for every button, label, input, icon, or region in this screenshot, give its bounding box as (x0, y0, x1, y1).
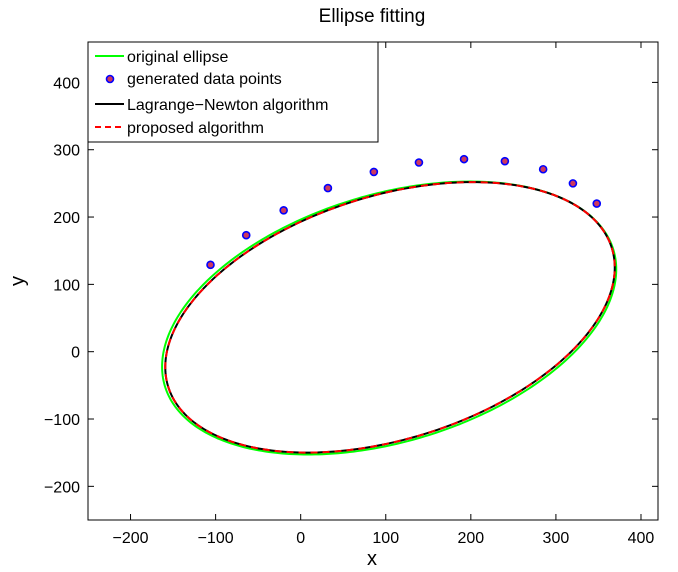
y-axis-label: y (7, 276, 29, 286)
legend: original ellipse generated data points L… (87, 41, 379, 143)
y-tick-label: 0 (71, 345, 80, 362)
x-tick-label: 400 (628, 530, 655, 547)
data-point (369, 167, 379, 177)
x-tick-label: 200 (457, 530, 484, 547)
legend-label-proposed-algorithm: proposed algorithm (127, 120, 264, 137)
x-tick-label: 300 (543, 530, 570, 547)
legend-label-generated-data-points: generated data points (127, 71, 282, 88)
data-point (206, 260, 215, 270)
y-tick-label: 200 (53, 210, 80, 227)
x-axis-label: x (367, 548, 377, 570)
legend-swatch-generated-data-points (105, 74, 115, 84)
y-tick-label: 300 (53, 143, 80, 160)
y-tick-label: 100 (53, 277, 80, 294)
chart-title: Ellipse fitting (319, 6, 426, 27)
series-layer (161, 154, 618, 456)
data-point (241, 230, 251, 240)
data-point (459, 154, 469, 164)
data-point (279, 206, 288, 215)
data-point (592, 199, 602, 208)
data-point (500, 156, 510, 166)
legend-label-original-ellipse: original ellipse (127, 49, 228, 66)
legend-label-lagrange-newton: Lagrange−Newton algorithm (127, 97, 328, 114)
data-point (538, 164, 548, 174)
x-tick-label: −200 (113, 530, 149, 547)
y-tick-label: −100 (44, 412, 80, 429)
x-axis: −200 −100 0 100 200 300 400 (113, 42, 655, 547)
y-tick-label: 400 (53, 75, 80, 92)
series-proposed-algorithm (164, 181, 616, 454)
x-tick-label: 0 (296, 530, 305, 547)
x-tick-label: −100 (198, 530, 234, 547)
data-point (414, 158, 424, 167)
y-tick-label: −200 (44, 479, 80, 496)
data-point (568, 179, 578, 188)
y-axis: −200 −100 0 100 200 300 400 (44, 75, 658, 496)
data-point (323, 183, 333, 193)
legend-box (87, 41, 379, 143)
x-tick-label: 100 (372, 530, 399, 547)
